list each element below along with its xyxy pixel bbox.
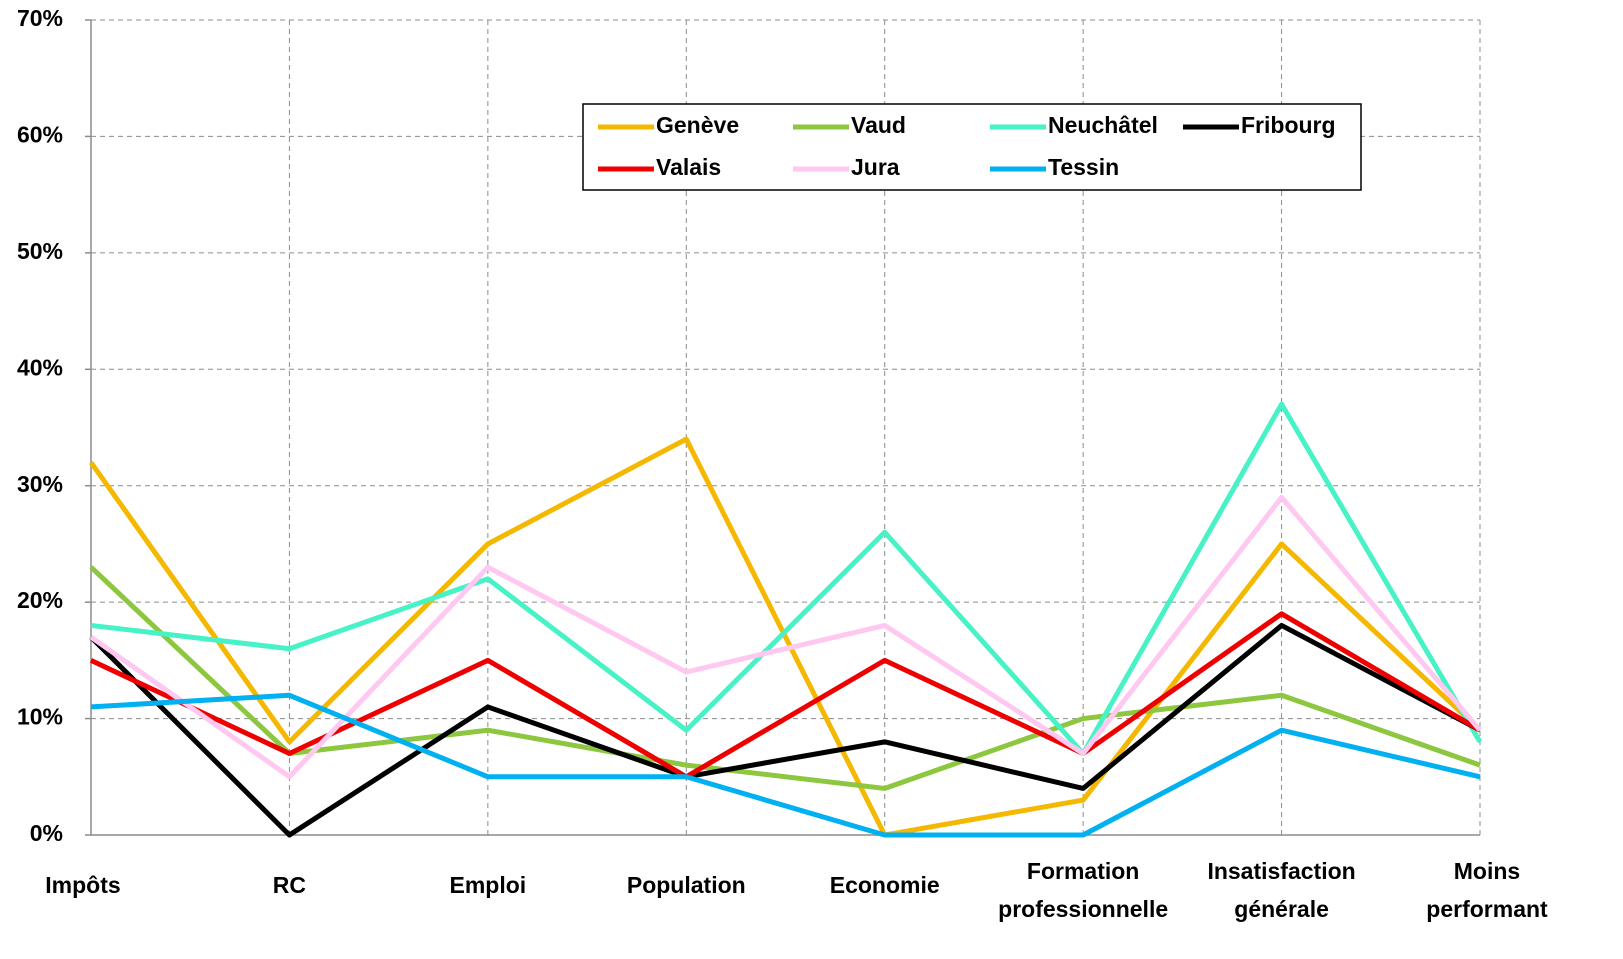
x-tick-label: Economie (830, 872, 940, 898)
legend-label: Tessin (1048, 154, 1119, 180)
legend-label: Vaud (851, 112, 906, 138)
y-tick-label: 20% (17, 587, 63, 613)
x-tick-label: RC (273, 872, 306, 898)
y-tick-label: 50% (17, 238, 63, 264)
x-tick-label: Moins performant (1426, 858, 1548, 922)
legend-label: Genève (656, 112, 739, 138)
y-tick-label: 30% (17, 471, 63, 497)
legend-box (582, 103, 1362, 191)
legend-label: Valais (656, 154, 721, 180)
x-tick-label: Emploi (450, 872, 527, 898)
series-line (90, 401, 1483, 756)
y-tick-label: 0% (30, 820, 63, 846)
legend-label: Jura (851, 154, 900, 180)
series-line (89, 494, 1482, 780)
series-line (90, 692, 1481, 838)
y-tick-label: 70% (17, 5, 63, 31)
legend-label: Neuchâtel (1048, 112, 1158, 138)
series-line (89, 565, 1481, 791)
x-tick-label: Insatisfaction générale (1207, 858, 1355, 922)
x-tick-label: Impôts (45, 872, 120, 898)
y-tick-label: 10% (17, 704, 63, 730)
series-line (89, 622, 1482, 838)
legend-label: Fribourg (1241, 112, 1336, 138)
x-tick-label: Population (627, 872, 746, 898)
y-tick-label: 40% (17, 354, 63, 380)
series-line (89, 611, 1482, 780)
y-tick-label: 60% (17, 122, 63, 148)
x-tick-label: Formation professionnelle (998, 858, 1168, 922)
